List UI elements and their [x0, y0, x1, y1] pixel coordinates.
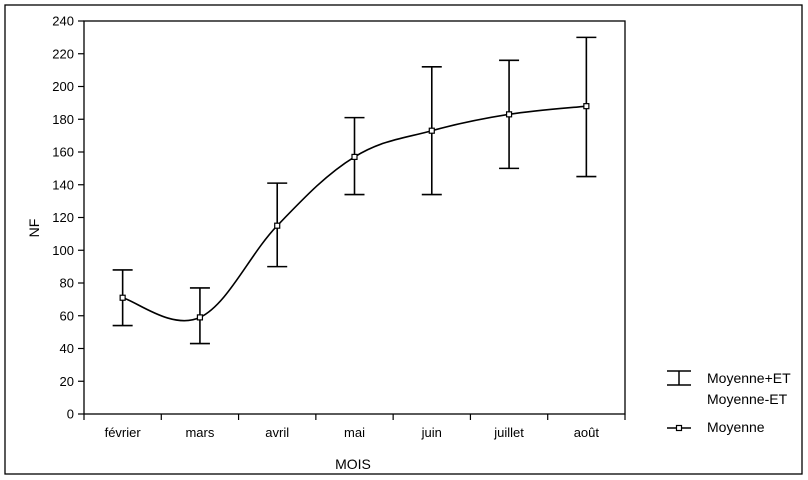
mean-point-marker: [274, 222, 281, 229]
y-tick-label: 40: [60, 341, 74, 356]
y-tick-label: 200: [52, 79, 74, 94]
mean-point-marker: [196, 314, 204, 321]
series-markers-moyenne: [119, 103, 590, 321]
y-tick-label: 80: [60, 276, 74, 291]
legend-label-moyenne: Moyenne: [707, 419, 765, 435]
legend-item-moyenne-plus-et: Moyenne+ET: [667, 370, 791, 386]
legend-item-moyenne: Moyenne: [667, 419, 765, 435]
x-axis: février mars avril mai juin juillet août: [83, 414, 626, 440]
legend: Moyenne+ET Moyenne-ET Moyenne: [667, 370, 791, 435]
x-tick-label: août: [574, 425, 600, 440]
mean-point-marker: [583, 103, 590, 110]
plot-area: [83, 20, 626, 415]
y-tick-label: 220: [52, 46, 74, 61]
y-tick-label: 180: [52, 112, 74, 127]
x-tick-label: juin: [421, 425, 442, 440]
mean-point-marker: [428, 127, 435, 134]
x-tick-label: février: [105, 425, 142, 440]
mean-point-marker: [351, 153, 358, 161]
x-tick-label: juillet: [493, 425, 524, 440]
y-tick-label: 100: [52, 243, 74, 258]
x-axis-title: MOIS: [335, 456, 371, 472]
y-axis: 0 20 40 60 80 100 120 140 160 180 200 220 240: [52, 14, 84, 422]
mean-point-marker: [119, 294, 126, 301]
legend-label-moyenne-plus-et: Moyenne+ET: [707, 370, 791, 386]
y-tick-label: 0: [67, 407, 74, 422]
x-tick-label: avril: [265, 425, 289, 440]
mean-point-marker: [505, 111, 513, 118]
y-tick-label: 160: [52, 145, 74, 160]
outer-frame: [4, 4, 803, 475]
y-tick-label: 140: [52, 177, 74, 192]
x-tick-label: mai: [344, 425, 365, 440]
legend-item-moyenne-minus-et: Moyenne-ET: [707, 391, 788, 407]
y-axis-title: NF: [26, 219, 42, 238]
y-tick-label: 20: [60, 374, 74, 389]
legend-square-marker: [675, 424, 683, 432]
error-bars: [112, 36, 597, 345]
y-tick-label: 60: [60, 308, 74, 323]
x-tick-label: mars: [185, 425, 214, 440]
y-tick-label: 240: [52, 14, 74, 29]
y-tick-label: 120: [52, 210, 74, 225]
legend-label-moyenne-minus-et: Moyenne-ET: [707, 391, 788, 407]
